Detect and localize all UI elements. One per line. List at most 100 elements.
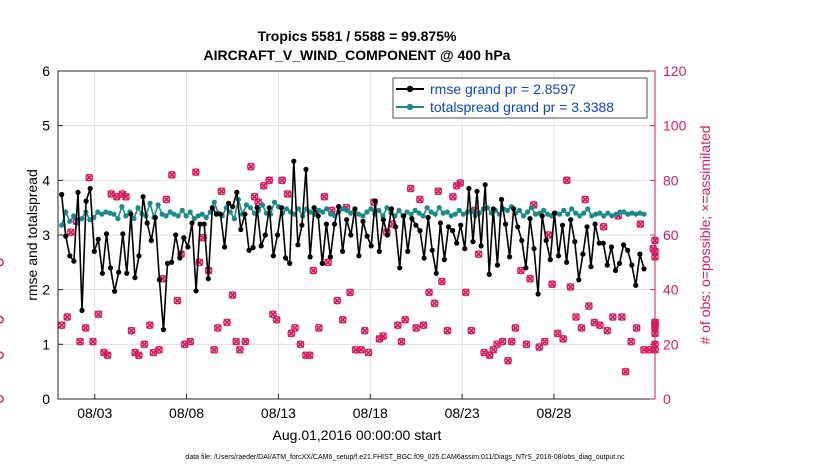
obs-assimilated-marker [412,324,421,332]
obs-assimilated-marker [107,190,116,198]
obs-possible-marker [134,351,143,360]
totalspread-point [532,211,539,217]
totalspread-point [123,213,129,219]
obs-assimilated-marker [434,187,443,196]
rmse-point [226,200,232,206]
obs-possible-marker [210,345,219,354]
rmse-point [502,221,509,227]
legend-box [392,77,648,119]
rmse-point [250,245,256,251]
rmse-point [331,221,338,227]
obs-possible-marker [314,324,323,332]
rmse-point [238,226,244,233]
obs-possible-marker [162,195,171,204]
legend-spread-marker [406,103,414,111]
y-tick-label-right: 0 [663,391,671,407]
obs-assimilated-marker [562,176,571,185]
obs-possible-marker [517,266,525,275]
obs-assimilated-marker [210,345,218,354]
obs-possible-marker [397,337,406,346]
rmse-point [197,221,203,227]
obs-possible-marker [406,184,415,193]
totalspread-point [368,206,374,212]
obs-assimilated-marker [146,321,154,330]
obs-assimilated-marker [287,329,296,338]
obs-possible-marker [540,337,549,346]
rmse-point [417,228,423,234]
totalspread-point [131,216,137,222]
obs-assimilated-marker [406,184,415,193]
totalspread-point [175,213,181,219]
obs-assimilated-marker [480,348,489,357]
totalspread-point [524,209,531,215]
rmse-point [107,265,114,271]
obs-assimilated-marker [112,192,121,201]
obs-possible-marker [360,326,369,335]
obs-assimilated-marker [250,192,259,201]
obs-possible-marker [572,313,580,321]
obs-assimilated-marker [283,190,292,198]
rmse-point [482,182,488,188]
rmse-point [507,254,513,260]
obs-possible-marker [122,192,130,201]
totalspread-point [155,202,161,208]
obs-assimilated-marker [493,340,501,349]
y-tick-label-right: 120 [663,63,687,79]
rmse-point [222,244,228,250]
obs-possible-marker [272,315,281,324]
obs-possible-marker [291,324,299,332]
totalspread-point [456,207,462,213]
totalspread-point [364,209,370,215]
obs-possible-marker [265,176,274,185]
obs-assimilated-marker [173,296,182,305]
totalspread-point [99,211,105,217]
obs-possible-marker [577,324,586,332]
rmse-point [466,185,472,192]
obs-possible-marker [364,348,373,357]
obs-possible-marker [235,345,244,354]
totalspread-point [71,213,77,219]
obs-possible-marker [173,296,182,305]
obs-possible-marker [324,258,332,267]
totalspread-point [412,207,418,213]
obs-assimilated-marker [346,288,354,297]
totalspread-point [621,209,627,215]
obs-possible-marker [66,228,75,237]
obs-assimilated-marker [338,315,347,324]
rmse-point [474,188,480,194]
rmse-point [348,232,354,238]
obs-possible-marker [456,179,465,187]
rmse-point [470,239,476,245]
obs-possible-marker [0,315,4,324]
totalspread-point [163,213,169,219]
rmse-point [140,194,146,200]
totalspread-point [633,211,639,217]
obs-assimilated-marker [425,288,433,297]
totalspread-point [316,207,322,213]
obs-possible-marker [85,173,94,182]
obs-assimilated-marker [577,324,586,332]
totalspread-point [428,209,434,215]
obs-assimilated-marker [228,291,237,299]
y-tick-label-right: 20 [663,336,679,352]
obs-possible-marker [443,326,452,335]
chart-title: Tropics 5581 / 5588 = 99.875% [258,28,457,44]
totalspread-point [609,213,615,219]
rmse-point [384,232,390,238]
obs-possible-marker [632,324,641,332]
totalspread-point [396,207,402,213]
obs-assimilated-marker [127,326,136,335]
obs-possible-marker [608,313,617,321]
rmse-point [307,254,313,260]
totalspread-point [187,209,193,215]
rmse-point [454,240,460,246]
rmse-point [189,220,195,226]
rmse-point [193,288,199,294]
rmse-point [372,198,378,204]
rmse-point [152,214,158,221]
obs-assimilated-marker [566,283,575,291]
y-tick-label-right: 80 [663,172,679,188]
obs-possible-marker [63,313,72,321]
y-axis-right-label: # of obs: o=possible; ×=assimilated [697,125,713,344]
totalspread-point [67,218,73,224]
